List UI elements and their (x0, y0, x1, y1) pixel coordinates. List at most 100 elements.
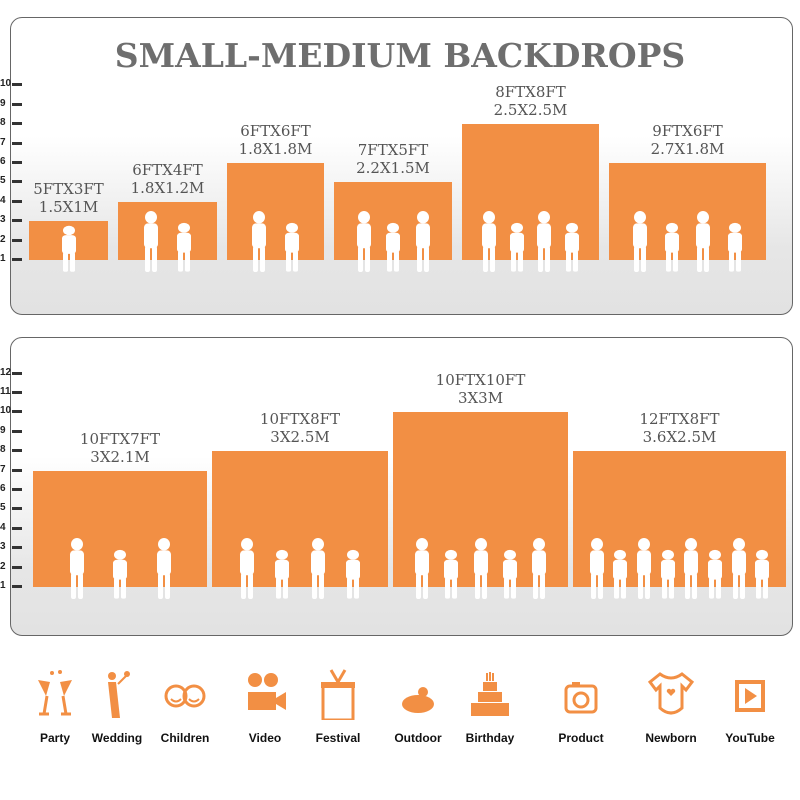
size-feet: 5FTX3FT (33, 180, 104, 199)
axis-tick: 1 (0, 580, 22, 591)
size-feet: 10FTX8FT (259, 410, 341, 429)
backdrop-size-label: 9FTX6FT 2.7X1.8M (609, 122, 766, 158)
backdrop-size-label: 10FTX7FT 3X2.1M (33, 430, 207, 466)
size-feet: 10FTX10FT (435, 371, 526, 390)
tick-mark (12, 429, 22, 433)
person-silhouette-icon (708, 550, 722, 599)
tick-mark (12, 102, 22, 106)
person-silhouette-icon (240, 538, 255, 599)
person-silhouette-icon (356, 211, 371, 272)
person-silhouette-icon (386, 223, 400, 272)
axis-tick: 7 (0, 137, 22, 148)
person-silhouette-icon (144, 211, 158, 272)
champagne-glasses-icon (38, 670, 72, 716)
backdrop-bar (227, 163, 324, 260)
tick-mark (12, 258, 22, 261)
tick-mark (12, 219, 22, 223)
tick-mark (12, 565, 22, 569)
person-silhouette-icon (61, 225, 76, 272)
tick-mark (12, 83, 22, 87)
use-label-wedding: Wedding (91, 731, 143, 745)
size-meters: 1.8X1.8M (238, 140, 313, 158)
axis-tick: 4 (0, 195, 22, 206)
backdrop-size-label: 10FTX8FT 3X2.5M (212, 410, 388, 446)
person-silhouette-icon (502, 550, 517, 599)
tick-mark (12, 468, 22, 472)
axis-tick: 2 (0, 234, 22, 245)
size-feet: 10FTX7FT (79, 429, 161, 448)
tick-mark (12, 449, 22, 453)
tick-mark (12, 507, 22, 511)
size-feet: 12FTX8FT (639, 410, 720, 429)
size-feet: 7FTX5FT (357, 141, 429, 160)
person-silhouette-icon (310, 538, 325, 599)
use-label-party: Party (39, 731, 71, 745)
axis-tick: 5 (0, 175, 22, 186)
person-silhouette-icon (473, 538, 488, 599)
person-silhouette-icon (345, 550, 360, 599)
person-silhouette-icon (284, 223, 299, 272)
axis-tick: 6 (0, 483, 22, 494)
person-silhouette-icon (69, 538, 84, 599)
play-button-icon (735, 680, 765, 712)
size-feet: 9FTX6FT (652, 122, 723, 140)
axis-tick: 5 (0, 502, 22, 513)
axis-tick: 11 (0, 386, 22, 397)
person-silhouette-icon (482, 211, 497, 272)
person-silhouette-icon (727, 223, 742, 272)
axis-tick: 8 (0, 117, 22, 128)
backdrop-bar (118, 201, 217, 260)
cloud-icon (402, 687, 434, 713)
axis-tick: 10 (0, 405, 22, 416)
person-silhouette-icon (564, 223, 579, 272)
person-silhouette-icon (156, 538, 171, 599)
tick-mark (12, 546, 22, 550)
tick-mark (12, 122, 22, 126)
person-silhouette-icon (684, 538, 699, 599)
use-label-birthday: Birthday (465, 731, 515, 745)
person-silhouette-icon (731, 538, 746, 599)
person-silhouette-icon (415, 211, 430, 272)
person-silhouette-icon (660, 550, 675, 599)
use-label-outdoor: Outdoor (394, 731, 442, 745)
size-feet: 6FTX4FT (132, 160, 203, 179)
person-silhouette-icon (755, 550, 770, 599)
person-silhouette-icon (252, 211, 267, 272)
person-silhouette-icon (613, 550, 628, 599)
axis-tick: 4 (0, 522, 22, 533)
backdrop-size-label: 6FTX6FT 1.8X1.8M (227, 122, 324, 158)
axis-tick: 3 (0, 541, 22, 552)
size-meters: 2.7X1.8M (650, 140, 725, 158)
size-meters: 1.8X1.2M (130, 178, 205, 197)
tick-mark (12, 161, 22, 164)
use-label-newborn: Newborn (645, 731, 697, 745)
axis-tick: 9 (0, 98, 22, 109)
size-meters: 2.2X1.5M (356, 159, 430, 178)
birthday-cake-icon (471, 672, 509, 716)
person-silhouette-icon (589, 538, 604, 599)
baby-onesie-icon (647, 672, 695, 715)
tick-mark (12, 488, 22, 491)
person-silhouette-icon (537, 211, 552, 272)
page-title: SMALL-MEDIUM BACKDROPS (114, 36, 686, 75)
person-silhouette-icon (637, 538, 651, 599)
use-label-youtube: YouTube (725, 731, 775, 745)
size-meters: 1.5X1M (38, 198, 99, 217)
children-faces-icon (164, 684, 206, 708)
size-meters: 3X3M (457, 389, 504, 408)
backdrop-size-label: 7FTX5FT 2.2X1.5M (334, 141, 452, 177)
wedding-couple-icon (108, 671, 130, 718)
person-silhouette-icon (531, 538, 546, 599)
axis-tick: 9 (0, 425, 22, 436)
axis-tick: 1 (0, 253, 22, 264)
camera-icon (564, 682, 598, 714)
axis-tick: 7 (0, 464, 22, 475)
tick-mark (12, 141, 22, 145)
use-label-children: Children (160, 731, 210, 745)
backdrop-size-label: 12FTX8FT 3.6X2.5M (573, 410, 786, 446)
tick-mark (12, 410, 22, 414)
gift-box-icon (321, 669, 355, 720)
tick-mark (12, 180, 22, 184)
size-feet: 6FTX6FT (240, 122, 311, 140)
axis-tick: 10 (0, 78, 22, 89)
